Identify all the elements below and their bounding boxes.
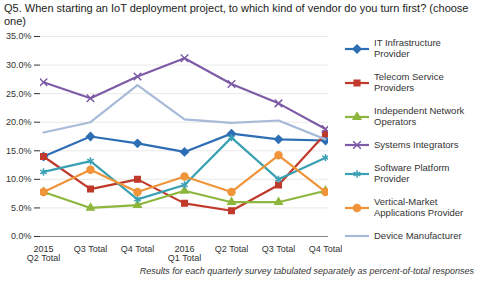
svg-text:30.0%: 30.0% <box>6 60 32 70</box>
svg-text:10.0%: 10.0% <box>6 174 32 184</box>
html-text:Independent Network Operators: Independent Network Operators <box>374 105 465 127</box>
svg-text:2016Q1 Total: 2016Q1 Total <box>168 244 201 263</box>
html-text:Systems Integrators: Systems Integrators <box>374 139 459 150</box>
html-text:Results for each quarterly sur: Results for each quarterly survey tabula… <box>139 266 474 276</box>
svg-text:35.0%: 35.0% <box>6 31 32 41</box>
svg-text:25.0%: 25.0% <box>6 89 32 99</box>
html-text:Vertical-Market Applications P: Vertical-Market Applications Provider <box>374 196 464 218</box>
svg-text:Q4 Total: Q4 Total <box>121 244 154 254</box>
html-text:Telecom Service Providers: Telecom Service Providers <box>374 71 444 93</box>
svg-text:Q4 Total: Q4 Total <box>309 244 342 254</box>
html-text:Device Manufacturer: Device Manufacturer <box>374 230 462 241</box>
html-text:Q5. When starting an IoT deplo: Q5. When starting an IoT deployment proj… <box>4 2 469 27</box>
svg-text:2015Q2 Total: 2015Q2 Total <box>27 244 60 263</box>
svg-text:0.0%: 0.0% <box>11 231 32 241</box>
svg-text:Q2 Total: Q2 Total <box>215 244 248 254</box>
svg-text:15.0%: 15.0% <box>6 146 32 156</box>
html-text:IT Infrastructure Provider: IT Infrastructure Provider <box>374 37 441 59</box>
svg-text:Q3 Total: Q3 Total <box>74 244 107 254</box>
html-text:Software Platform Provider: Software Platform Provider <box>374 162 450 184</box>
svg-text:Q3 Total: Q3 Total <box>262 244 295 254</box>
svg-text:5.0%: 5.0% <box>11 203 32 213</box>
svg-text:20.0%: 20.0% <box>6 117 32 127</box>
